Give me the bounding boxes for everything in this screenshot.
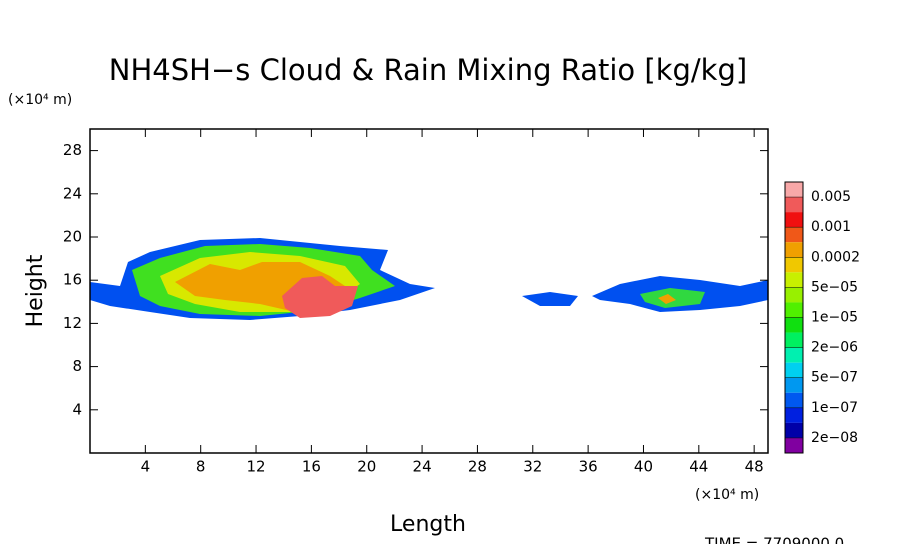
colorbar-swatch xyxy=(785,422,803,438)
cloud-red xyxy=(282,276,358,318)
plot-frame xyxy=(89,128,769,454)
y-tick-label: 4 xyxy=(72,400,82,418)
colorbar-label: 1e−05 xyxy=(811,310,858,326)
x-tick-label: 8 xyxy=(196,458,206,476)
colorbar-label: 0.005 xyxy=(811,189,851,205)
x-axis-label: Length xyxy=(390,512,466,537)
x-tick-label: 24 xyxy=(413,458,432,476)
colorbar-label: 1e−07 xyxy=(811,400,858,416)
x-tick-label: 4 xyxy=(141,458,151,476)
colorbar-swatch xyxy=(785,197,803,213)
colorbar-swatch xyxy=(785,287,803,303)
x-tick-label: 48 xyxy=(745,458,764,476)
colorbar-swatch xyxy=(785,332,803,348)
chart-title: NH4SH−s Cloud & Rain Mixing Ratio [kg/kg… xyxy=(109,53,747,87)
colorbar-label: 5e−05 xyxy=(811,279,858,295)
y-unit: (×10⁴ m) xyxy=(8,92,72,108)
y-tick-label: 20 xyxy=(63,228,82,246)
colorbar-label: 5e−07 xyxy=(811,370,858,386)
colorbar-swatch xyxy=(785,362,803,378)
y-tick-label: 12 xyxy=(63,314,82,332)
colorbar-swatch xyxy=(785,347,803,363)
colorbar-swatch xyxy=(785,317,803,333)
time-annotation: TIME = 7709000.0 xyxy=(704,535,844,544)
colorbar-swatch xyxy=(785,182,803,198)
cloud-blue-2 xyxy=(522,292,578,306)
y-tick-label: 28 xyxy=(63,141,82,159)
x-tick-label: 32 xyxy=(523,458,542,476)
x-tick-label: 36 xyxy=(579,458,598,476)
colorbar-swatch xyxy=(785,212,803,228)
colorbar-label: 2e−06 xyxy=(811,340,858,356)
colorbar-swatch xyxy=(785,407,803,423)
x-tick-label: 16 xyxy=(302,458,321,476)
colorbar-swatch xyxy=(785,227,803,243)
cloud-field xyxy=(90,238,768,320)
colorbar-swatch xyxy=(785,272,803,288)
colorbar-swatch xyxy=(785,437,803,453)
y-tick-label: 8 xyxy=(72,357,82,375)
y-tick-label: 24 xyxy=(63,184,82,202)
colorbar-label: 0.0002 xyxy=(811,249,860,265)
colorbar-swatch xyxy=(785,257,803,273)
y-axis-label: Height xyxy=(23,254,48,327)
colorbar-label: 2e−08 xyxy=(811,430,858,446)
y-tick-label: 16 xyxy=(63,271,82,289)
colorbar-swatch xyxy=(785,242,803,258)
cloud-orange-3 xyxy=(658,294,676,304)
x-tick-label: 20 xyxy=(357,458,376,476)
colorbar-swatch xyxy=(785,302,803,318)
colorbar-label: 0.001 xyxy=(811,219,851,235)
x-tick-label: 28 xyxy=(468,458,487,476)
x-tick-label: 40 xyxy=(634,458,653,476)
colorbar-swatch xyxy=(785,392,803,408)
x-unit: (×10⁴ m) xyxy=(695,487,759,503)
colorbar-swatch xyxy=(785,377,803,393)
x-tick-label: 44 xyxy=(689,458,708,476)
x-tick-label: 12 xyxy=(246,458,265,476)
